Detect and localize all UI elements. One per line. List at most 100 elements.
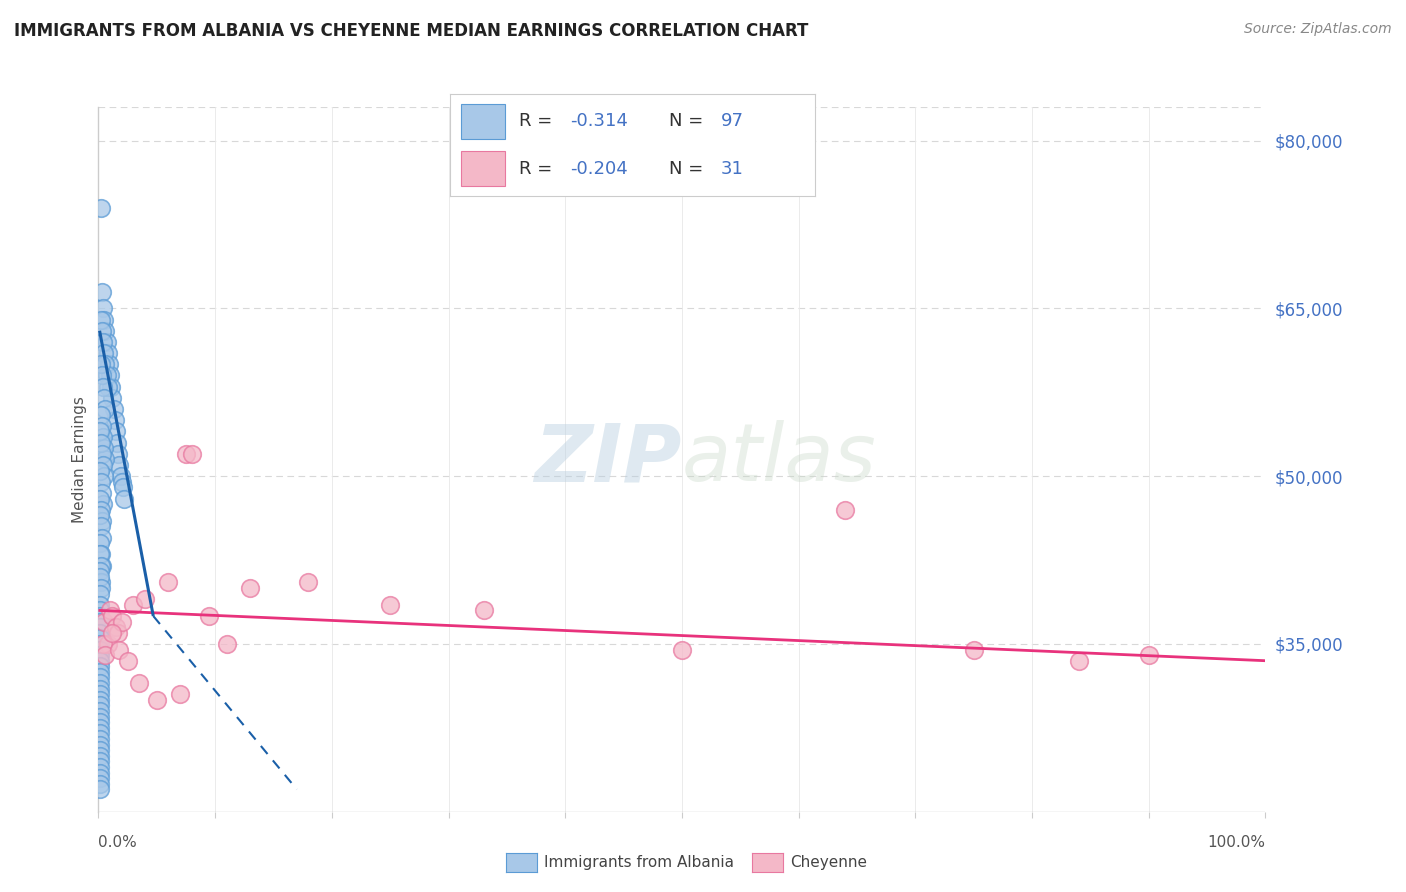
Point: [90, 519, 112, 533]
Point: [94, 452, 117, 467]
Point: [134, 592, 156, 607]
Point: [89, 748, 111, 763]
Point: [297, 575, 319, 590]
Point: [93, 346, 115, 360]
Point: [91, 334, 114, 349]
Text: atlas: atlas: [682, 420, 877, 499]
Point: [101, 391, 124, 405]
Point: [128, 676, 150, 690]
Point: [94, 357, 117, 371]
Point: [90, 418, 112, 433]
Point: [94, 648, 117, 662]
Point: [91, 430, 114, 444]
Point: [93, 441, 115, 455]
Point: [1067, 654, 1090, 668]
Point: [146, 693, 169, 707]
Point: [89, 648, 111, 662]
Point: [89, 777, 111, 791]
Point: [89, 508, 111, 523]
Point: [101, 609, 124, 624]
Point: [89, 693, 111, 707]
Point: [90, 548, 112, 562]
Point: [90, 201, 112, 215]
Point: [90, 368, 112, 383]
Text: Source: ZipAtlas.com: Source: ZipAtlas.com: [1244, 22, 1392, 37]
Point: [93, 312, 115, 326]
Point: [89, 536, 111, 550]
Text: 97: 97: [720, 112, 744, 130]
Point: [89, 632, 111, 646]
Point: [198, 609, 221, 624]
Point: [93, 391, 115, 405]
Point: [111, 480, 134, 494]
Point: [90, 581, 112, 595]
Point: [104, 413, 127, 427]
Point: [122, 598, 145, 612]
Point: [105, 435, 128, 450]
Point: [89, 738, 111, 752]
Text: R =: R =: [519, 112, 558, 130]
Text: N =: N =: [669, 160, 709, 178]
Point: [89, 743, 111, 757]
Point: [834, 502, 856, 516]
Point: [108, 458, 131, 472]
Point: [90, 285, 112, 299]
Text: N =: N =: [669, 112, 709, 130]
Point: [96, 334, 118, 349]
Point: [97, 379, 120, 393]
Point: [90, 324, 112, 338]
Point: [90, 558, 112, 573]
Point: [90, 475, 112, 489]
Point: [1137, 648, 1160, 662]
Point: [103, 402, 125, 417]
Point: [107, 447, 129, 461]
Point: [89, 709, 111, 723]
Point: [89, 491, 111, 506]
Point: [93, 615, 115, 629]
Point: [89, 755, 111, 769]
Point: [112, 491, 135, 506]
Point: [91, 458, 114, 472]
Y-axis label: Median Earnings: Median Earnings: [72, 396, 87, 523]
Point: [97, 357, 120, 371]
Point: [107, 625, 129, 640]
Point: [89, 637, 111, 651]
Point: [90, 575, 112, 590]
Text: IMMIGRANTS FROM ALBANIA VS CHEYENNE MEDIAN EARNINGS CORRELATION CHART: IMMIGRANTS FROM ALBANIA VS CHEYENNE MEDI…: [14, 22, 808, 40]
Point: [91, 637, 114, 651]
Point: [89, 659, 111, 673]
FancyBboxPatch shape: [461, 151, 505, 186]
Point: [104, 620, 127, 634]
Point: [90, 408, 112, 422]
Point: [89, 731, 111, 746]
Point: [90, 312, 112, 326]
Point: [89, 620, 111, 634]
Point: [117, 654, 139, 668]
Point: [98, 603, 121, 617]
Point: [89, 586, 111, 600]
Point: [90, 558, 112, 573]
Point: [90, 486, 112, 500]
Point: [239, 581, 262, 595]
Point: [104, 425, 127, 439]
Point: [111, 475, 134, 489]
Point: [89, 704, 111, 718]
Point: [91, 497, 114, 511]
Point: [90, 357, 112, 371]
Point: [89, 671, 111, 685]
Text: 0.0%: 0.0%: [98, 836, 138, 850]
Point: [89, 464, 111, 478]
Point: [89, 654, 111, 668]
Point: [89, 760, 111, 774]
Point: [89, 564, 111, 578]
Point: [962, 642, 984, 657]
Point: [111, 615, 134, 629]
Point: [89, 687, 111, 701]
Text: 100.0%: 100.0%: [1208, 836, 1265, 850]
Point: [89, 598, 111, 612]
Text: 31: 31: [720, 160, 744, 178]
Point: [98, 368, 121, 383]
Point: [97, 637, 120, 651]
Point: [380, 598, 402, 612]
Point: [89, 548, 111, 562]
